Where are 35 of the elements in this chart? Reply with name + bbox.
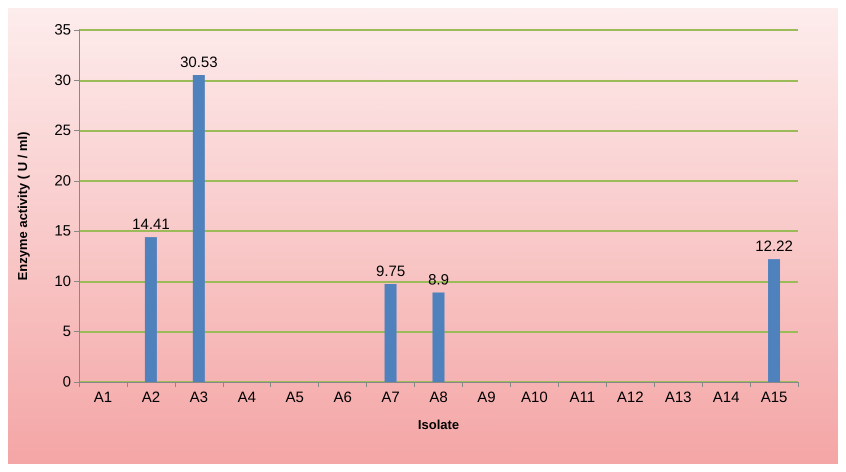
- y-tick-label: 30: [54, 72, 71, 89]
- bar: [384, 284, 397, 382]
- x-tick-label: A1: [94, 389, 112, 406]
- x-tick-label: A10: [521, 389, 548, 406]
- data-label: 12.22: [755, 238, 793, 256]
- x-tick-label: A6: [333, 389, 352, 406]
- x-tick-label: A13: [664, 389, 692, 406]
- x-tick-label: A11: [570, 389, 596, 406]
- x-tick-label: A5: [286, 389, 304, 406]
- x-tick-label: A7: [381, 389, 400, 406]
- bar: [144, 237, 157, 382]
- data-label: 14.41: [132, 216, 170, 234]
- bar: [192, 74, 205, 382]
- x-tick-label: A15: [760, 389, 788, 406]
- x-axis-title: Isolate: [418, 417, 460, 432]
- y-tick-label: 35: [54, 22, 71, 38]
- x-tick-label: A3: [190, 389, 208, 406]
- x-tick-label: A2: [142, 389, 160, 406]
- y-axis-title: Enzyme activity ( U / ml): [15, 132, 30, 280]
- y-tick-label: 0: [62, 374, 71, 390]
- y-tick-label: 20: [54, 172, 71, 190]
- data-label: 9.75: [376, 262, 406, 280]
- bar: [768, 259, 780, 382]
- x-tick-label: A14: [712, 389, 740, 406]
- y-tick-label: 10: [54, 272, 71, 290]
- x-tick-label: A8: [429, 389, 448, 406]
- x-tick-label: A9: [477, 389, 496, 406]
- y-tick-label: 25: [54, 122, 71, 140]
- data-label: 8.9: [428, 271, 449, 288]
- x-tick-label: A12: [616, 389, 644, 406]
- x-tick-label: A4: [238, 389, 256, 406]
- y-tick-label: 5: [62, 323, 71, 340]
- data-label: 30.53: [180, 54, 218, 71]
- bar: [432, 292, 444, 382]
- y-tick-label: 15: [54, 222, 71, 240]
